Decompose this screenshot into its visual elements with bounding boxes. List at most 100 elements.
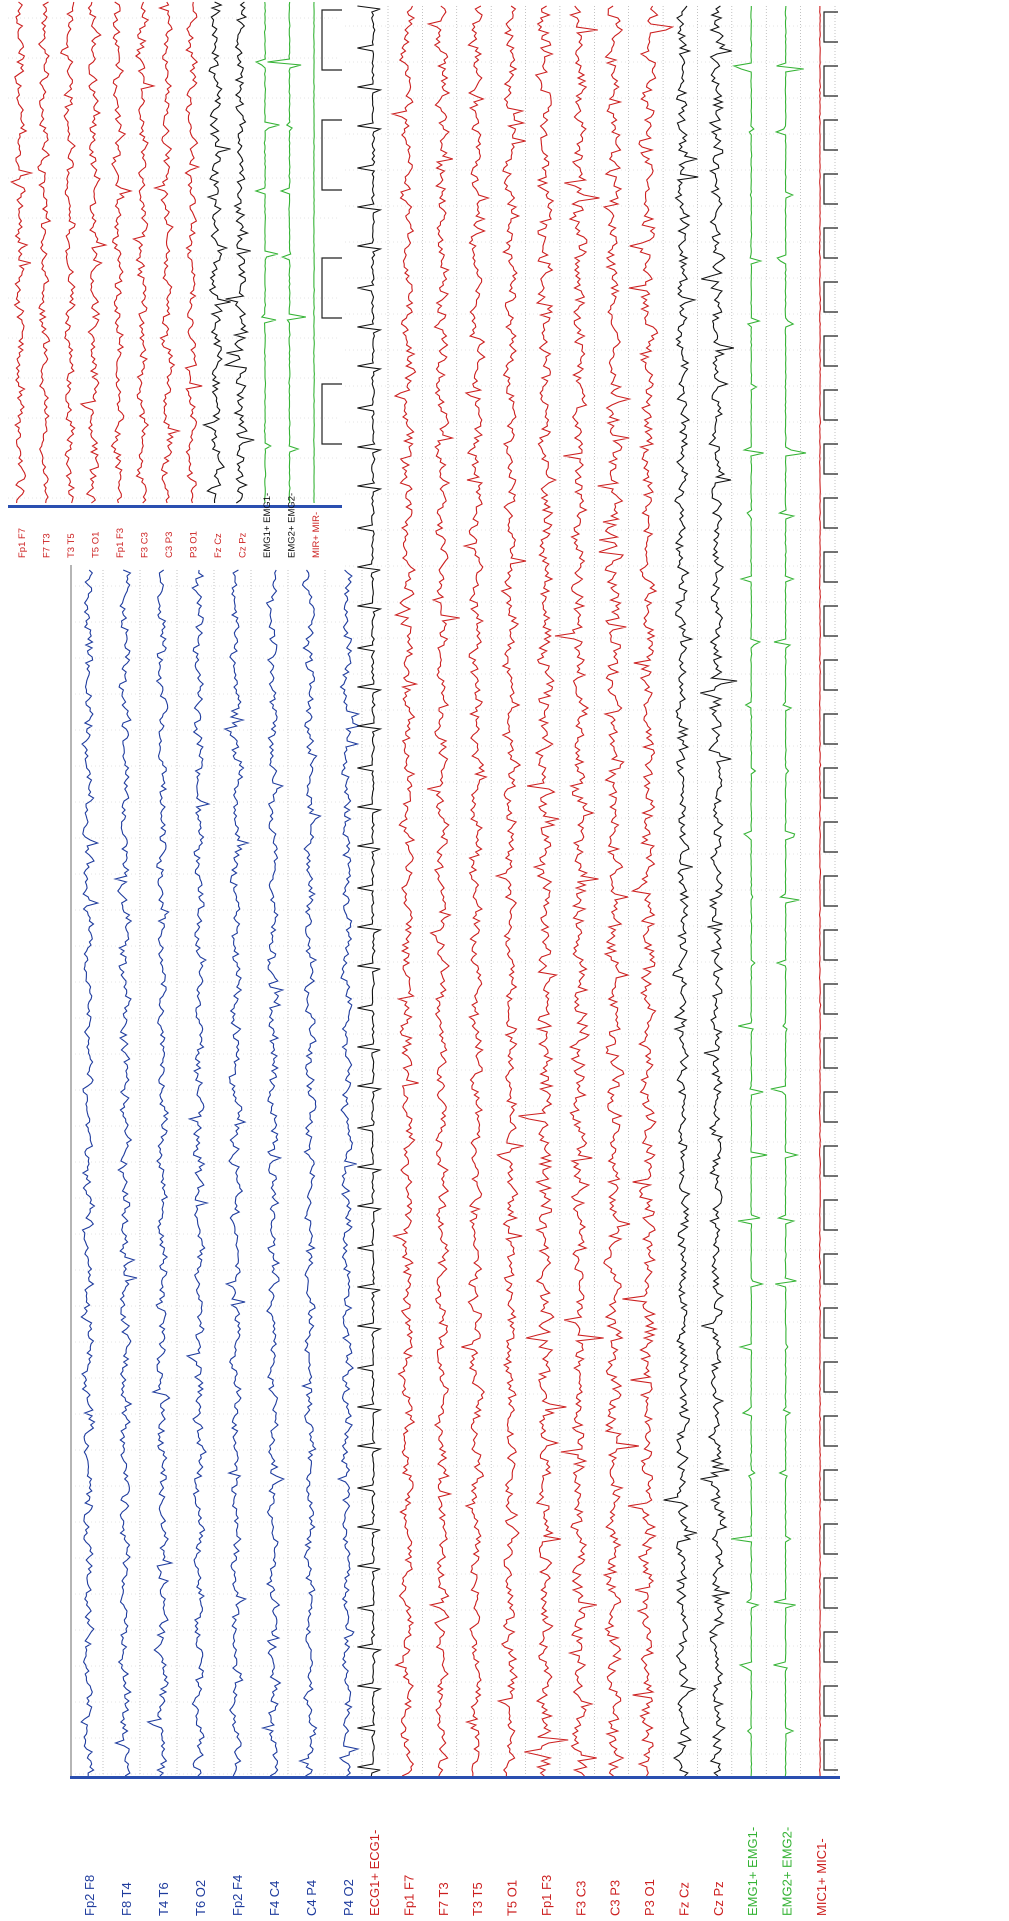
event-bracket [823, 713, 838, 745]
inset-trace [79, 1, 108, 504]
trace-t3-t5 [461, 5, 491, 1777]
inset-channel-label: MIR+ MIR- [311, 512, 322, 558]
inset-trace [153, 1, 182, 504]
event-bracket [823, 551, 838, 583]
trace-c4-p4 [298, 569, 322, 1777]
trace-f7-t3 [426, 5, 460, 1777]
event-bracket [823, 1739, 838, 1771]
trace-c3-p3 [597, 5, 639, 1777]
trace-ecg1-ecg1- [357, 5, 383, 1777]
trace-p4-o2 [336, 569, 362, 1777]
main-channel-label: F4 C4 [267, 1881, 282, 1916]
main-channel-label: F3 C3 [573, 1881, 588, 1916]
main-baseline [70, 1776, 840, 1779]
inset-trace [10, 1, 34, 504]
event-bracket [823, 1523, 838, 1555]
main-channel-label: ECG1+ ECG1- [367, 1830, 382, 1916]
event-bracket [823, 1091, 838, 1123]
inset-channel-label: Fp1 F3 [115, 528, 126, 558]
event-bracket [823, 1307, 838, 1339]
trace-emg1-emg1- [731, 6, 768, 1777]
inset-trace [37, 1, 52, 504]
inset-trace [313, 1, 315, 504]
main-grid [75, 6, 836, 1776]
main-channel-label: F7 T3 [436, 1882, 451, 1916]
event-bracket [823, 1037, 838, 1069]
inset-trace [59, 1, 76, 504]
inset-trace [223, 1, 255, 504]
event-bracket [823, 119, 838, 151]
inset-channel-label: Fz Cz [213, 533, 224, 558]
main-channel-label: P3 O1 [642, 1879, 657, 1916]
inset-baseline [8, 505, 342, 508]
main-channel-label: Fz Cz [676, 1882, 691, 1916]
event-bracket [823, 767, 838, 799]
trace-fp2-f4 [223, 569, 250, 1777]
inset-channel-label: C3 P3 [164, 532, 175, 558]
trace-mic1-mic1- [818, 6, 822, 1777]
event-bracket [823, 1415, 838, 1447]
inset-event-bracket [321, 9, 342, 71]
event-bracket [823, 875, 838, 907]
event-bracket [823, 983, 838, 1015]
inset-channel-label: Cz Pz [238, 532, 249, 558]
inset-background [0, 0, 345, 560]
event-bracket [823, 929, 838, 961]
event-bracket [823, 821, 838, 853]
main-frame-left [70, 565, 72, 1776]
event-bracket [823, 227, 838, 259]
main-channel-label: C4 P4 [304, 1880, 319, 1916]
event-bracket [823, 1469, 838, 1501]
event-bracket [823, 11, 838, 43]
trace-fz-cz [663, 5, 699, 1777]
main-channel-label: T5 O1 [505, 1880, 520, 1916]
inset-trace [267, 1, 306, 504]
trace-p3-o1 [622, 5, 675, 1777]
trace-cz-pz [700, 5, 738, 1777]
event-bracket [823, 1685, 838, 1717]
trace-t6-o2 [185, 569, 211, 1777]
inset-channel-label: Fp1 F7 [17, 528, 28, 558]
main-channel-label: P4 O2 [341, 1879, 356, 1916]
inset-trace [110, 1, 133, 504]
main-channel-label: Fp2 F4 [230, 1875, 245, 1916]
event-bracket [823, 1631, 838, 1663]
trace-t4-t6 [146, 569, 174, 1777]
inset-trace [132, 1, 156, 504]
event-bracket [823, 659, 838, 691]
event-bracket [823, 1253, 838, 1285]
event-bracket [823, 497, 838, 529]
main-channel-label: F8 T4 [119, 1882, 134, 1916]
main-channel-label: Cz Pz [711, 1881, 726, 1916]
event-bracket [823, 1145, 838, 1177]
main-channel-label: EMG2+ EMG2- [780, 1827, 795, 1916]
inset-event-bracket [321, 383, 342, 445]
event-bracket [823, 1577, 838, 1609]
event-bracket [823, 335, 838, 367]
main-recording-panel: Fp2 F8 F8 T4 T4 T6 T6 O2 Fp2 F4 F4 C4 C4 P4 P4 … [70, 5, 840, 1916]
trace-f4-c4 [260, 569, 286, 1777]
inset-event-bracket [321, 257, 342, 319]
main-channel-label: Fp1 F3 [539, 1875, 554, 1916]
inset-channel-label: F3 C3 [140, 532, 151, 558]
main-channel-label: Fp2 F8 [82, 1875, 97, 1916]
trace-emg2-emg2- [770, 5, 807, 1777]
main-channel-label: Fp1 F7 [401, 1875, 416, 1916]
event-bracket [823, 173, 838, 205]
inset-channel-label: P3 O1 [189, 531, 200, 558]
inset-trace [254, 1, 280, 504]
trace-f8-t4 [113, 569, 138, 1777]
trace-f3-c3 [554, 5, 604, 1777]
trace-fp1-f7 [390, 5, 419, 1777]
inset-channel-label: T5 O1 [91, 532, 102, 558]
event-bracket [823, 65, 838, 97]
inset-recording-panel: Fp1 F7 F7 T3 T3 T5 T5 O1 Fp1 F3 F3 C3 C3 P3 P3 … [0, 0, 345, 560]
trace-fp2-f8 [80, 569, 100, 1776]
event-bracket [823, 605, 838, 637]
event-markers [823, 11, 838, 1771]
inset-trace [202, 1, 231, 504]
main-channel-label: MIC1+ MIC1- [814, 1838, 829, 1916]
main-channel-label: T4 T6 [156, 1882, 171, 1916]
trace-fp1-f3 [518, 5, 569, 1777]
